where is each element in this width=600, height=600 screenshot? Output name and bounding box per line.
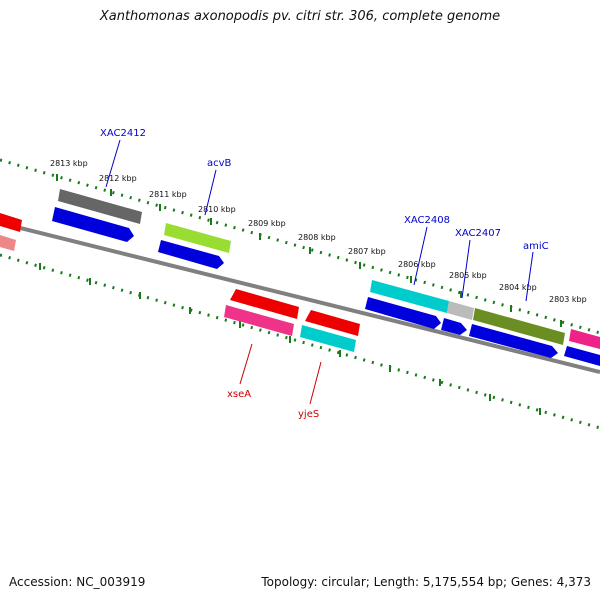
gene-xac2412[interactable] <box>58 189 142 224</box>
kbp-label-2807: 2807 kbp <box>348 247 386 256</box>
gene-xac2408[interactable] <box>370 280 449 313</box>
gene-label-yjes[interactable]: yjeS <box>298 409 319 420</box>
genome-title: Xanthomonas axonopodis pv. citri str. 30… <box>99 9 501 24</box>
genome-backbone <box>0 221 600 374</box>
kbp-label-2805: 2805 kbp <box>449 271 487 280</box>
gene-xac2407-light[interactable] <box>447 301 474 320</box>
gene-amic-cds[interactable] <box>469 324 558 358</box>
gene-xac2408-cds[interactable] <box>365 297 441 329</box>
genome-summary-text: Topology: circular; Length: 5,175,554 bp… <box>261 575 591 589</box>
kbp-label-2803: 2803 kbp <box>549 295 587 304</box>
gene-label-xac2407[interactable]: XAC2407 <box>455 228 501 239</box>
gene-left-edge-lightred[interactable] <box>0 235 16 251</box>
gene-xac2407-cds[interactable] <box>441 318 467 335</box>
upper-major-ticks <box>56 174 562 327</box>
gene-xsea[interactable] <box>224 305 294 336</box>
kbp-label-2808: 2808 kbp <box>298 233 336 242</box>
gene-amic[interactable] <box>473 308 565 345</box>
gene-acvb[interactable] <box>164 223 231 253</box>
kbp-label-2812: 2812 kbp <box>99 174 137 183</box>
gene-xac2412-cds[interactable] <box>52 207 134 242</box>
gene-label-amic[interactable]: amiC <box>523 241 549 252</box>
gene-right-edge-blue[interactable] <box>564 346 600 366</box>
kbp-label-2806: 2806 kbp <box>398 260 436 269</box>
gene-yjes[interactable] <box>300 325 356 352</box>
gene-acvb-cds[interactable] <box>158 240 224 269</box>
gene-left-edge-red[interactable] <box>0 213 22 232</box>
label-leaders <box>105 139 534 405</box>
kbp-label-2813: 2813 kbp <box>50 159 88 168</box>
lower-major-ticks <box>39 263 541 415</box>
gene-label-acvb[interactable]: acvB <box>207 158 232 169</box>
gene-label-xac2408[interactable]: XAC2408 <box>404 215 450 226</box>
gene-right-edge-pink[interactable] <box>569 329 600 349</box>
kbp-label-2811: 2811 kbp <box>149 190 187 199</box>
gene-xsea-red[interactable] <box>230 289 299 319</box>
gene-label-xac2412[interactable]: XAC2412 <box>100 128 146 139</box>
accession-text: Accession: NC_003919 <box>9 575 146 589</box>
gene-label-xsea[interactable]: xseA <box>227 389 251 400</box>
kbp-label-2809: 2809 kbp <box>248 219 286 228</box>
kbp-label-2810: 2810 kbp <box>198 205 236 214</box>
gene-yjes-red[interactable] <box>305 310 360 336</box>
kbp-label-2804: 2804 kbp <box>499 283 537 292</box>
